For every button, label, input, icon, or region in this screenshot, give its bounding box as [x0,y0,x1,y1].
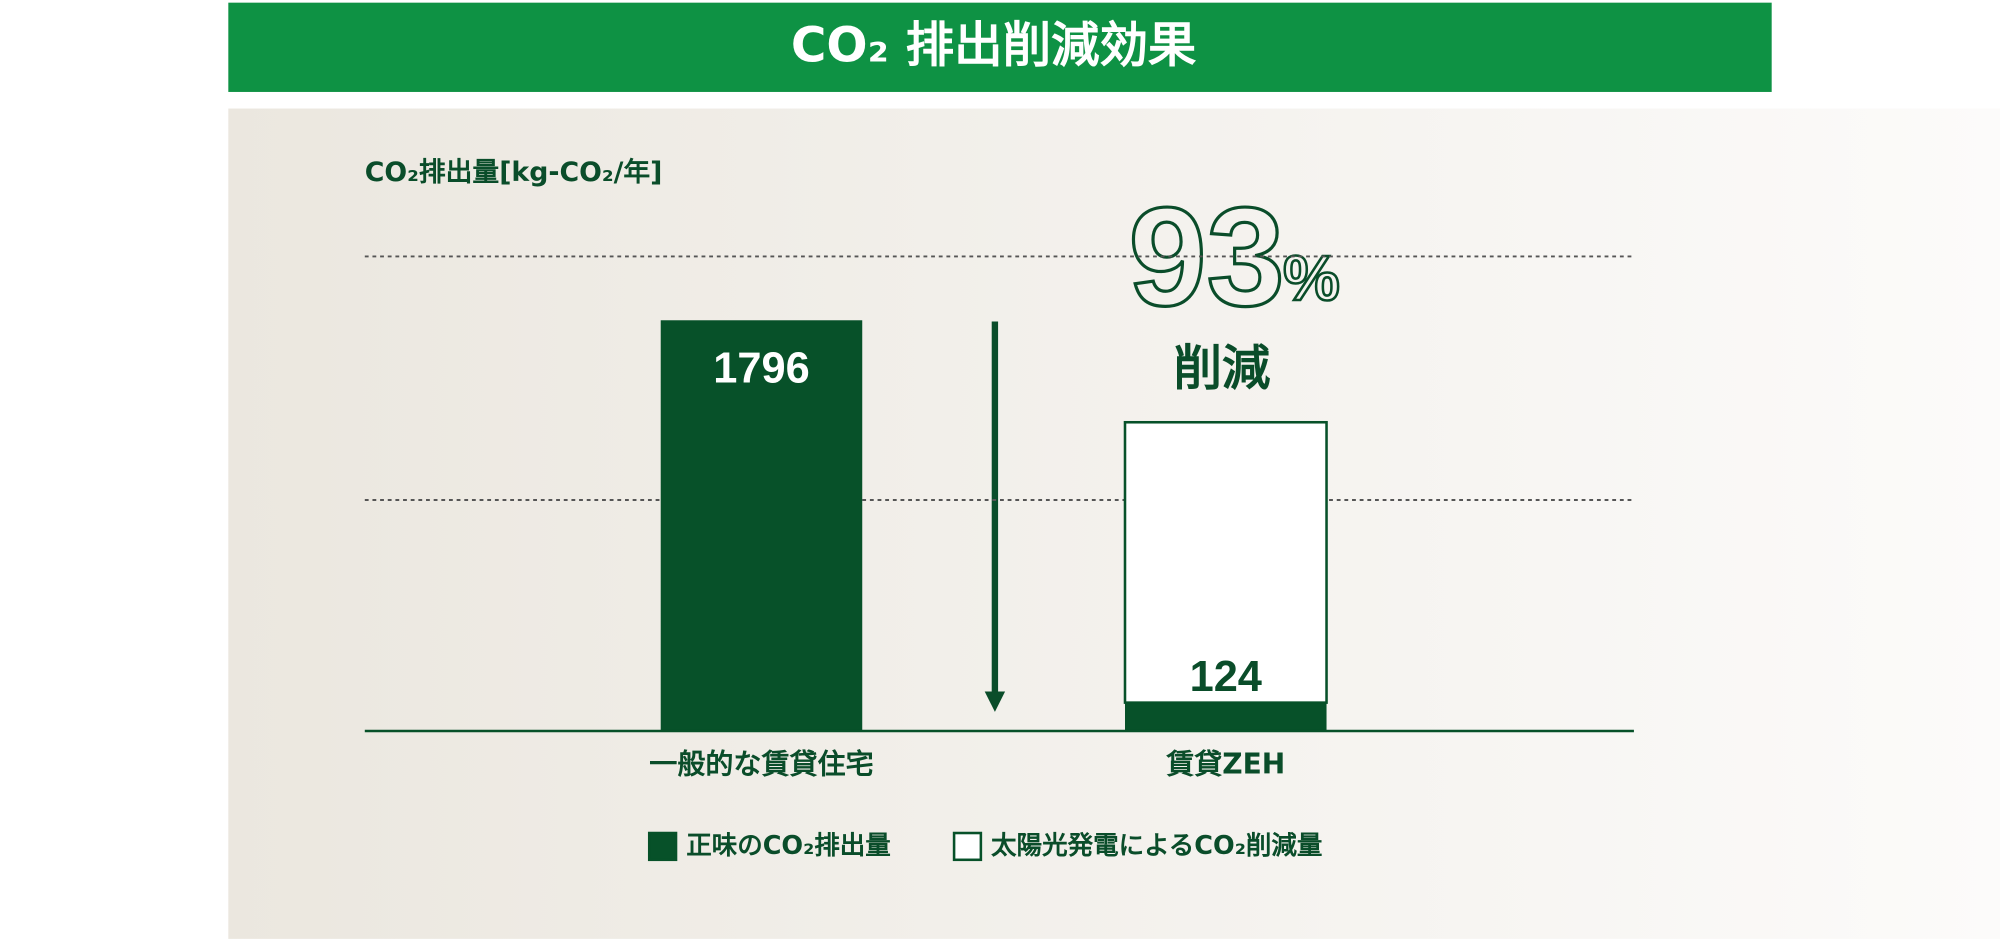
arrow [984,321,1006,712]
data-label: 124 [1190,653,1262,701]
legend-label: 正味のCO₂排出量 [686,831,891,861]
x-tick-label: 一般的な賃貸住宅 [649,747,873,780]
legend-label: 太陽光発電によるCO₂削減量 [991,831,1322,861]
annotation-text: 削減 [1173,340,1270,396]
header [228,2,1772,92]
bar [1125,702,1327,731]
data-label: 1796 [713,345,809,393]
panel [228,108,2000,939]
annotation-unit: % [1283,242,1340,314]
y-axis-label: CO₂排出量[kg-CO₂/年] [365,156,663,188]
legend-swatch [952,831,983,862]
x-tick-label: 賃貸ZEH [1165,747,1285,780]
legend-swatch [647,831,678,862]
chart-title: CO₂ 排出削減効果 [791,18,1197,74]
bar [1123,420,1328,704]
bar [660,320,863,731]
